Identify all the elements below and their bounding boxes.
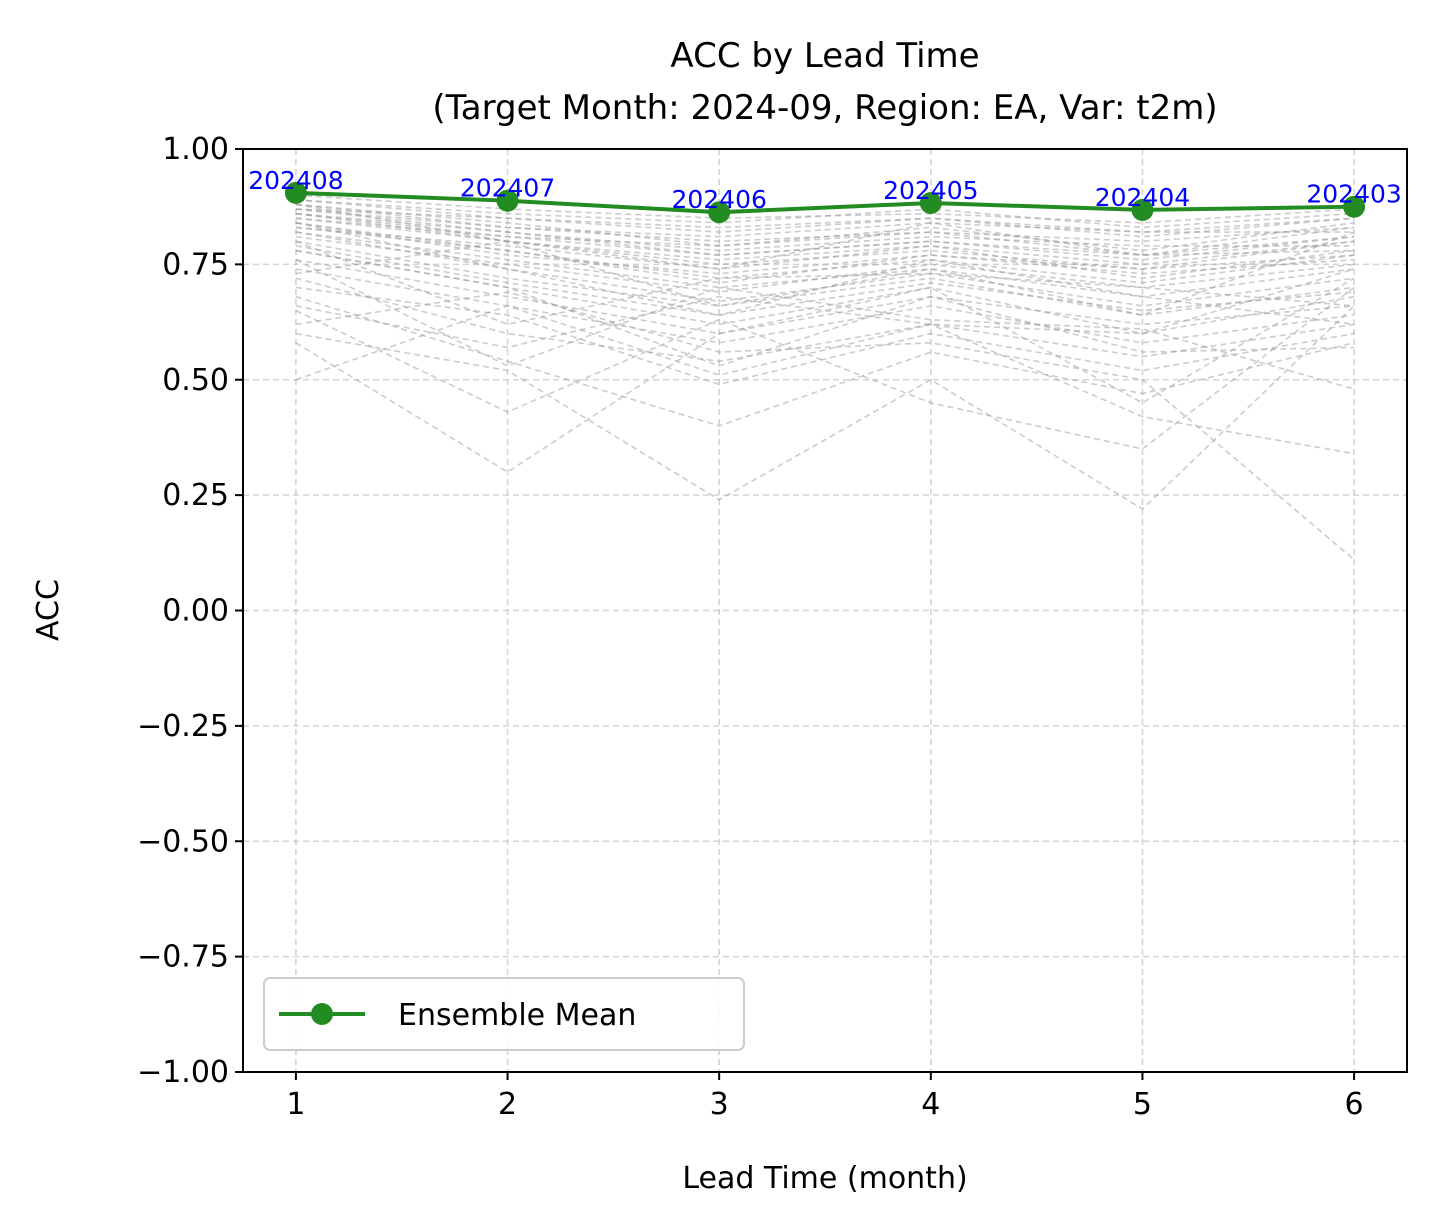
ensemble-member-line bbox=[295, 208, 1355, 238]
ensemble-member-line bbox=[295, 305, 1355, 455]
point-label: 202408 bbox=[248, 166, 343, 195]
point-label: 202406 bbox=[671, 185, 766, 214]
ensemble-member-line bbox=[295, 277, 1355, 363]
legend-box bbox=[263, 977, 745, 1051]
y-tick-label: −0.25 bbox=[137, 709, 229, 744]
legend-label: Ensemble Mean bbox=[398, 998, 636, 1033]
y-tick-label: 0.75 bbox=[162, 247, 229, 282]
y-tick-label: −1.00 bbox=[137, 1055, 229, 1090]
point-label: 202407 bbox=[460, 174, 555, 203]
ensemble-member-line bbox=[295, 245, 1355, 316]
ensemble-mean-line bbox=[295, 190, 1355, 215]
x-tick-label: 3 bbox=[710, 1087, 729, 1122]
chart-title-line1: ACC by Lead Time bbox=[670, 36, 979, 76]
ensemble-member-line bbox=[295, 295, 1355, 427]
grid-layer bbox=[243, 148, 1407, 1073]
x-tick-label: 1 bbox=[286, 1087, 305, 1122]
ensemble-member-line bbox=[295, 198, 1355, 229]
ensemble-member-line bbox=[295, 258, 1355, 335]
x-axis-ticks: 1 2 3 4 5 6 bbox=[286, 1072, 1364, 1122]
ensemble-mean-point bbox=[708, 201, 731, 224]
ensemble-member-line bbox=[295, 222, 1355, 275]
ensemble-member-line bbox=[295, 208, 1355, 238]
ensemble-member-line bbox=[295, 268, 1355, 349]
ensemble-member-line bbox=[295, 305, 1355, 510]
y-tick-label: 0.00 bbox=[162, 594, 229, 629]
ensemble-member-line bbox=[295, 249, 1355, 367]
ensemble-members-layer bbox=[295, 194, 1355, 561]
ensemble-member-line bbox=[295, 217, 1355, 266]
y-axis-label: ACC bbox=[31, 579, 66, 641]
ensemble-member-line bbox=[295, 226, 1355, 284]
x-tick-label: 6 bbox=[1345, 1087, 1364, 1122]
chart-title-line2: (Target Month: 2024-09, Region: EA, Var:… bbox=[432, 88, 1217, 128]
point-labels-layer: 202408 202407 202406 202405 202404 202403 bbox=[248, 166, 1402, 214]
x-tick-label: 2 bbox=[498, 1087, 517, 1122]
x-tick-label: 5 bbox=[1133, 1087, 1152, 1122]
ensemble-member-line bbox=[295, 212, 1355, 256]
ensemble-member-line bbox=[295, 240, 1355, 316]
ensemble-member-line bbox=[295, 212, 1355, 252]
ensemble-member-line bbox=[295, 231, 1355, 316]
ensemble-mean-point bbox=[284, 181, 307, 204]
ensemble-member-line bbox=[295, 240, 1355, 326]
point-label: 202405 bbox=[883, 176, 978, 205]
ensemble-mean-point bbox=[496, 189, 519, 212]
ensemble-member-line bbox=[295, 198, 1355, 233]
point-label: 202403 bbox=[1306, 180, 1401, 209]
ensemble-member-line bbox=[295, 203, 1355, 270]
ensemble-member-line bbox=[295, 208, 1355, 256]
ensemble-member-line bbox=[295, 226, 1355, 280]
legend-marker-swatch bbox=[311, 1003, 333, 1025]
ensemble-member-line bbox=[295, 203, 1355, 252]
ensemble-member-line bbox=[295, 259, 1355, 390]
ensemble-member-line bbox=[295, 235, 1355, 293]
x-axis-label: Lead Time (month) bbox=[682, 1161, 967, 1196]
ensemble-mean-point bbox=[919, 191, 942, 214]
ensemble-mean-point bbox=[1343, 195, 1366, 218]
y-tick-label: 0.50 bbox=[162, 363, 229, 398]
legend: Ensemble Mean bbox=[263, 977, 745, 1051]
y-axis-ticks: −1.00 −0.75 −0.50 −0.25 0.00 0.25 0.50 0.75 1.00 bbox=[137, 132, 243, 1090]
point-label: 202404 bbox=[1095, 183, 1190, 212]
y-tick-label: −0.50 bbox=[137, 824, 229, 859]
ensemble-member-line bbox=[295, 194, 1355, 224]
y-tick-label: −0.75 bbox=[137, 940, 229, 975]
x-tick-label: 4 bbox=[921, 1087, 940, 1122]
y-tick-label: 1.00 bbox=[162, 132, 229, 167]
y-tick-label: 0.25 bbox=[162, 478, 229, 513]
ensemble-mean-point bbox=[1131, 198, 1154, 221]
ensemble-mean-layer bbox=[284, 181, 1366, 224]
ensemble-member-line bbox=[295, 286, 1355, 386]
